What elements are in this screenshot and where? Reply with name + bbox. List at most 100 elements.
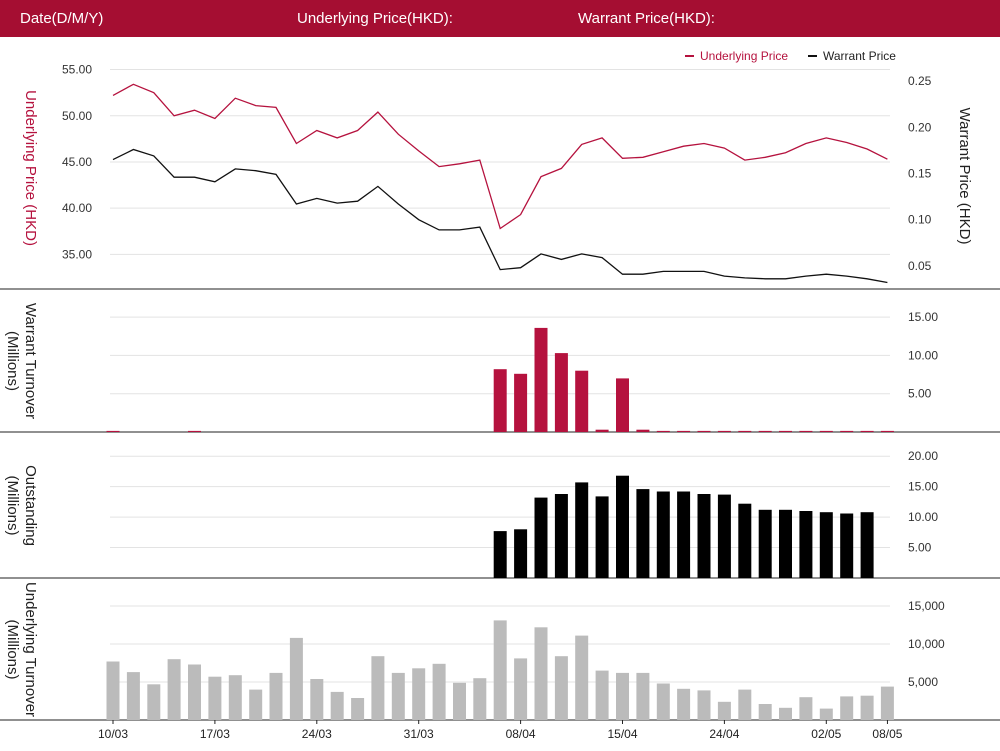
x-tick-label-5: 15/04 (607, 727, 637, 741)
underlying-turnover-bar (616, 672, 629, 720)
underlying-turnover-bar (106, 661, 120, 720)
right-tick-label-2: 0.15 (908, 167, 932, 181)
underlying-turnover-bar (310, 679, 324, 720)
underlying-turnover-bar (554, 656, 568, 720)
outstanding-bar (554, 494, 568, 578)
warrant-turnover-bar (656, 430, 670, 432)
warrant-turnover-bar (514, 373, 528, 432)
x-tick-label-7: 02/05 (811, 727, 841, 741)
legend-swatch-underlying (685, 55, 694, 57)
underlying-turnover-bar (779, 707, 792, 720)
underlying-turnover-bar (371, 656, 385, 720)
x-tick-label-4: 08/04 (506, 727, 536, 741)
underlying-turnover-bar (330, 691, 344, 720)
underlying-turnover-bar (249, 689, 263, 720)
warrant-turnover-bar (534, 327, 548, 432)
underlying-turnover-axis-title-line-0: Underlying Turnover (22, 582, 39, 717)
left-tick-label-2: 45.00 (62, 155, 92, 169)
legend-label-warrant: Warrant Price (823, 49, 896, 63)
warrant-turnover-bar (860, 430, 874, 432)
right-tick-label-1: 0.10 (908, 213, 932, 227)
underlying-turnover-bar (860, 695, 874, 720)
left-tick-label-0: 35.00 (62, 247, 92, 261)
underlying-turnover-bar (126, 672, 140, 720)
x-tick-label-3: 31/03 (404, 727, 434, 741)
date-label: Date(D/M/Y) (20, 10, 104, 27)
underlying-turnover-bar (208, 676, 222, 720)
warrant-turnover-tick-label-0: 5.00 (908, 387, 932, 401)
outstanding-bar (616, 475, 629, 578)
outstanding-tick-label-3: 20.00 (908, 449, 938, 463)
underlying-turnover-bar (677, 688, 691, 720)
underlying-turnover-bar (514, 658, 528, 720)
left-tick-label-3: 50.00 (62, 109, 92, 123)
outstanding-bar (575, 482, 589, 578)
outstanding-bar (758, 509, 772, 578)
outstanding-bar (840, 513, 854, 578)
underlying-turnover-bar (269, 672, 283, 720)
warrant-turnover-bar (799, 430, 813, 432)
warrant-turnover-bar (840, 430, 854, 432)
x-tick-label-2: 24/03 (302, 727, 332, 741)
underlying-turnover-bar (147, 684, 161, 720)
right-tick-label-4: 0.25 (908, 74, 932, 88)
warrant-turnover-tick-label-2: 15.00 (908, 310, 938, 324)
outstanding-tick-label-2: 15.00 (908, 480, 938, 494)
outstanding-bar (738, 503, 752, 578)
outstanding-axis-title-line-1: (Millions) (4, 476, 21, 536)
underlying-turnover-bar (432, 663, 446, 720)
warrant-price-label: Warrant Price(HKD): (578, 10, 715, 27)
underlying-turnover-bar (453, 682, 466, 720)
outstanding-bar (819, 512, 833, 578)
right-axis-title: Warrant Price (HKD) (956, 108, 973, 245)
warrant-turnover-bar (717, 430, 731, 432)
header-bar: Date(D/M/Y) Underlying Price(HKD): Warra… (0, 0, 1000, 37)
outstanding-bar (799, 511, 813, 578)
outstanding-tick-label-1: 10.00 (908, 510, 938, 524)
right-tick-label-0: 0.05 (908, 259, 932, 273)
underlying-turnover-bar (717, 701, 731, 720)
warrant-turnover-axis-title-line-0: Warrant Turnover (22, 303, 39, 419)
underlying-turnover-bar (799, 697, 813, 720)
outstanding-bar (595, 496, 609, 578)
outstanding-bar (534, 497, 548, 578)
warrant-turnover-bar (636, 429, 650, 432)
warrant-turnover-bar (106, 430, 120, 432)
underlying-turnover-bar (167, 659, 181, 720)
underlying-turnover-bar (391, 672, 405, 720)
underlying-turnover-bar (473, 678, 487, 720)
underlying-price-line (112, 83, 888, 230)
outstanding-bar (636, 489, 650, 578)
underlying-turnover-bar (880, 686, 894, 720)
warrant-turnover-bar (493, 369, 507, 432)
warrant-turnover-bar (779, 430, 792, 432)
warrant-turnover-bar (697, 430, 711, 432)
outstanding-bar (717, 494, 731, 578)
left-tick-label-4: 55.00 (62, 63, 92, 77)
warrant-turnover-bar (595, 429, 609, 432)
outstanding-bar (779, 509, 792, 578)
underlying-turnover-bar (228, 675, 242, 720)
underlying-turnover-bar (534, 627, 548, 720)
outstanding-bar (677, 491, 691, 578)
underlying-turnover-bar (738, 689, 752, 720)
warrant-price-line (112, 148, 888, 284)
underlying-turnover-bar (656, 683, 670, 720)
underlying-turnover-bar (575, 635, 589, 720)
left-axis-title: Underlying Price (HKD) (22, 90, 39, 246)
underlying-turnover-tick-label-0: 5,000 (908, 675, 938, 689)
outstanding-axis-title-line-0: Outstanding (22, 465, 39, 546)
warrant-turnover-bar (819, 430, 833, 432)
outstanding-bar (493, 531, 507, 578)
warrant-turnover-bar (616, 378, 629, 432)
outstanding-bar (697, 494, 711, 578)
warrant-turnover-axis-title-line-1: (Millions) (4, 331, 21, 391)
x-tick-label-0: 10/03 (98, 727, 128, 741)
warrant-turnover-bar (554, 353, 568, 432)
underlying-turnover-tick-label-1: 10,000 (908, 637, 945, 651)
warrant-turnover-bar (880, 430, 894, 432)
underlying-turnover-axis-title-line-1: (Millions) (4, 620, 21, 680)
warrant-turnover-bar (738, 430, 752, 432)
underlying-turnover-bar (840, 696, 854, 720)
